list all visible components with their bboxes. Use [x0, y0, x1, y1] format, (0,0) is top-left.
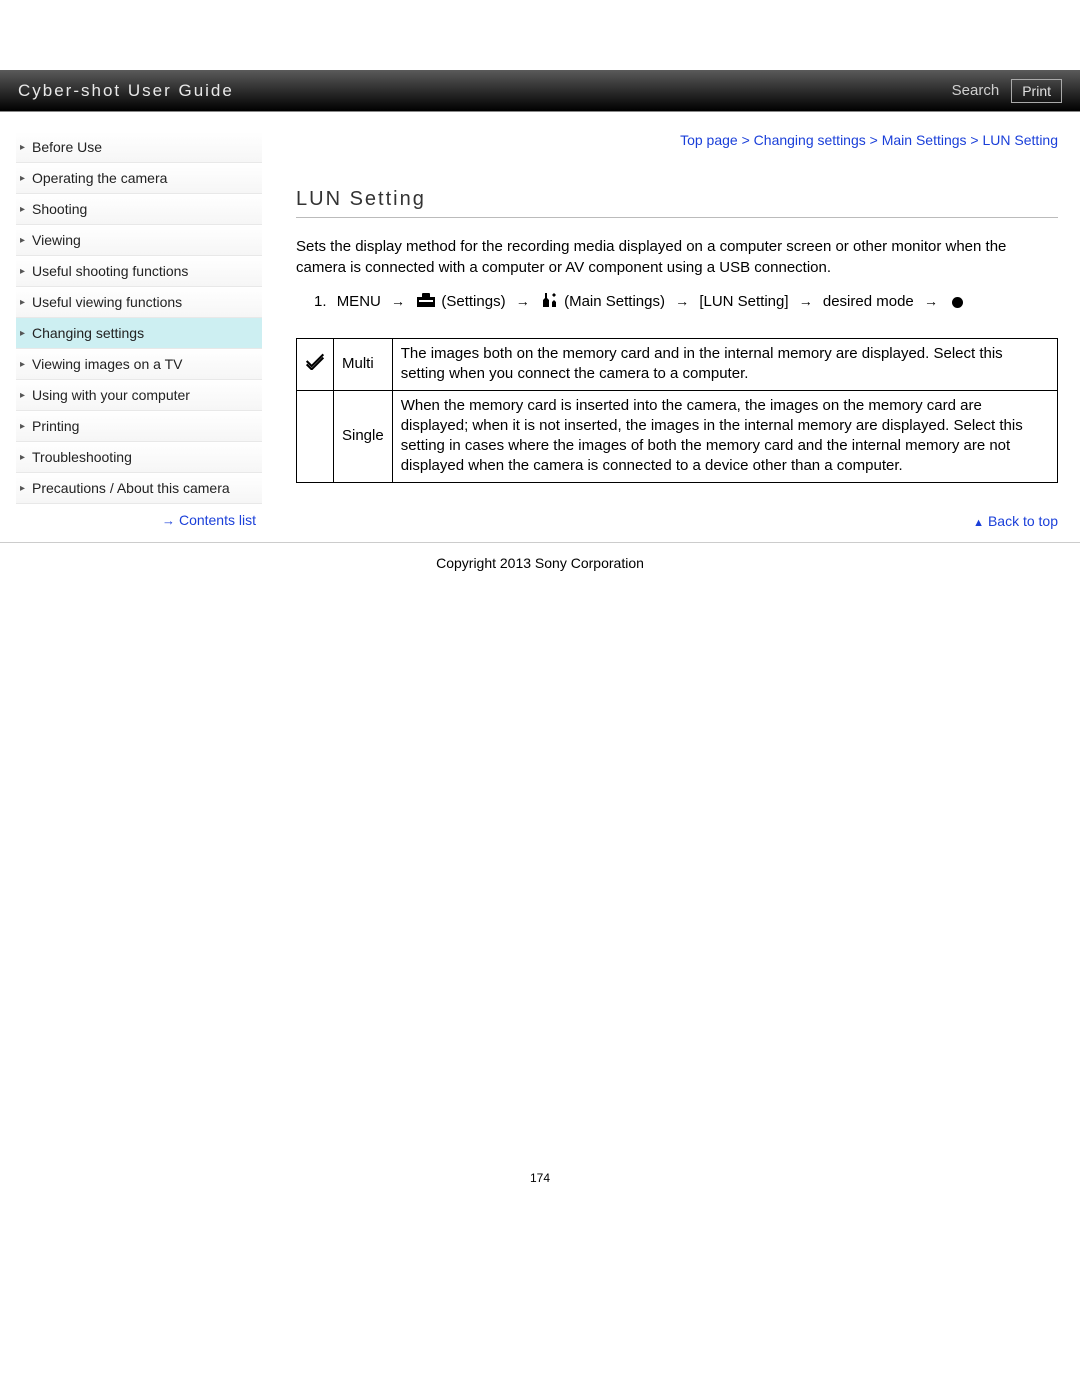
back-to-top-wrap: ▲ Back to top	[296, 513, 1058, 529]
sidebar-item[interactable]: Viewing	[16, 225, 262, 256]
arrow-icon: →	[391, 293, 405, 309]
table-row: Multi The images both on the memory card…	[297, 339, 1058, 391]
sidebar: Before UseOperating the cameraShootingVi…	[16, 132, 262, 532]
header-bar: Cyber-shot User Guide Search Print	[0, 70, 1080, 112]
copyright: Copyright 2013 Sony Corporation	[0, 555, 1080, 571]
sidebar-item[interactable]: Viewing images on a TV	[16, 349, 262, 380]
sidebar-list: Before UseOperating the cameraShootingVi…	[16, 132, 262, 504]
breadcrumb-sep: >	[967, 132, 983, 148]
step-lun: [LUN Setting]	[699, 293, 788, 310]
arrow-icon: →	[799, 293, 813, 309]
breadcrumb-changing[interactable]: Changing settings	[754, 132, 866, 148]
step-menu: MENU	[337, 293, 381, 310]
sidebar-item[interactable]: Using with your computer	[16, 380, 262, 411]
page-title: LUN Setting	[296, 188, 1058, 218]
step-1: 1. MENU → (Settings) → (Main Settings) →…	[296, 292, 1058, 312]
option-name: Single	[334, 390, 393, 482]
print-button[interactable]: Print	[1011, 79, 1062, 103]
sidebar-item[interactable]: Printing	[16, 411, 262, 442]
toolbox-icon	[417, 293, 435, 311]
bullet-icon	[952, 297, 963, 308]
check-cell	[297, 390, 334, 482]
sidebar-item[interactable]: Changing settings	[16, 318, 262, 349]
step-number: 1.	[314, 293, 327, 310]
step-desired: desired mode	[823, 293, 914, 310]
check-cell	[297, 339, 334, 391]
options-table: Multi The images both on the memory card…	[296, 338, 1058, 483]
search-link[interactable]: Search	[952, 82, 1000, 99]
contents-list-wrap: → Contents list	[16, 504, 262, 532]
option-name: Multi	[334, 339, 393, 391]
header-actions: Search Print	[952, 79, 1062, 103]
sidebar-item[interactable]: Operating the camera	[16, 163, 262, 194]
step-main-settings: (Main Settings)	[564, 293, 665, 310]
breadcrumb-top[interactable]: Top page	[680, 132, 738, 148]
header-title: Cyber-shot User Guide	[18, 81, 234, 101]
breadcrumb-sep: >	[866, 132, 882, 148]
triangle-up-icon: ▲	[973, 517, 984, 529]
back-to-top-link[interactable]: Back to top	[988, 513, 1058, 529]
table-row: Single When the memory card is inserted …	[297, 390, 1058, 482]
step-settings: (Settings)	[441, 293, 505, 310]
sidebar-item[interactable]: Precautions / About this camera	[16, 473, 262, 504]
page-number: 174	[0, 1171, 1080, 1185]
sidebar-item[interactable]: Troubleshooting	[16, 442, 262, 473]
breadcrumb-main-settings[interactable]: Main Settings	[882, 132, 967, 148]
contents-list-link[interactable]: Contents list	[179, 512, 256, 528]
sidebar-item[interactable]: Before Use	[16, 132, 262, 163]
arrow-icon: →	[516, 293, 530, 309]
arrow-right-icon: →	[162, 513, 175, 528]
breadcrumb: Top page > Changing settings > Main Sett…	[296, 132, 1058, 148]
option-desc: When the memory card is inserted into th…	[392, 390, 1057, 482]
arrow-icon: →	[675, 293, 689, 309]
content-area: Top page > Changing settings > Main Sett…	[262, 132, 1064, 532]
page-description: Sets the display method for the recordin…	[296, 236, 1058, 278]
main-container: Before UseOperating the cameraShootingVi…	[0, 112, 1080, 543]
breadcrumb-current: LUN Setting	[983, 132, 1058, 148]
sidebar-item[interactable]: Useful viewing functions	[16, 287, 262, 318]
breadcrumb-sep: >	[738, 132, 754, 148]
check-icon	[305, 352, 325, 370]
sidebar-item[interactable]: Shooting	[16, 194, 262, 225]
sidebar-item[interactable]: Useful shooting functions	[16, 256, 262, 287]
option-desc: The images both on the memory card and i…	[392, 339, 1057, 391]
tools-icon	[542, 292, 558, 312]
arrow-icon: →	[924, 293, 938, 309]
